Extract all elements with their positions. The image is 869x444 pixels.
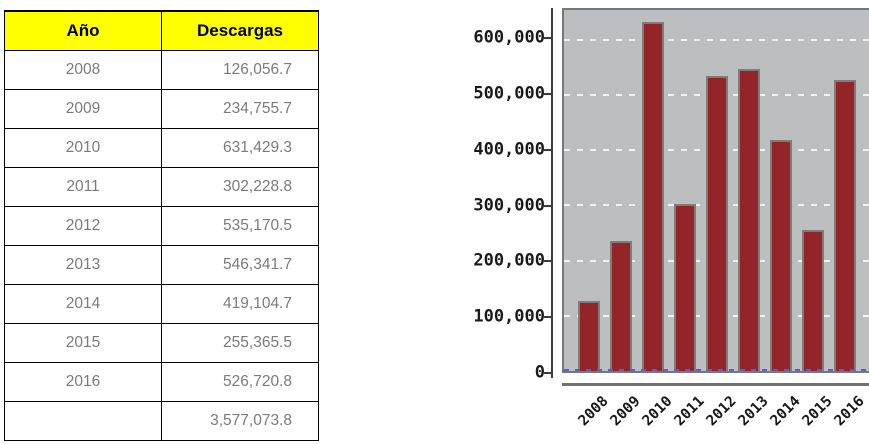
downloads-table: Año Descargas 2008 126,056.7 2009 234,755.7… <box>4 10 319 441</box>
bar <box>642 22 664 371</box>
gridline <box>564 38 869 41</box>
y-tick-label: 400,000 <box>473 139 545 160</box>
downloads-table-body: 2008 126,056.7 2009 234,755.7 2010 631,429.3 2… <box>4 50 319 441</box>
total-row: 3,577,073.8 <box>4 401 319 441</box>
downloads-cell: 3,577,073.8 <box>161 401 319 441</box>
x-axis-line <box>562 383 869 386</box>
year-cell <box>4 401 162 441</box>
bar <box>610 241 632 371</box>
y-tick <box>544 148 553 151</box>
bar <box>578 301 600 371</box>
table-row: 2010 631,429.3 <box>4 128 319 168</box>
table-row: 2008 126,056.7 <box>4 50 319 90</box>
y-tick <box>544 204 553 207</box>
y-tick-label: 500,000 <box>473 83 545 104</box>
downloads-cell: 546,341.7 <box>161 245 319 285</box>
table-row: 2015 255,365.5 <box>4 323 319 363</box>
table-row: 2012 535,170.5 <box>4 206 319 246</box>
plot-area <box>562 8 869 373</box>
y-tick <box>544 316 553 319</box>
y-tick-label: 100,000 <box>473 306 545 327</box>
zero-baseline <box>564 369 869 371</box>
year-cell: 2010 <box>4 128 162 168</box>
y-tick-label: 0 <box>534 362 545 383</box>
downloads-cell: 535,170.5 <box>161 206 319 246</box>
downloads-cell: 302,228.8 <box>161 167 319 207</box>
bar <box>834 80 856 371</box>
y-tick <box>544 372 553 374</box>
downloads-cell: 255,365.5 <box>161 323 319 363</box>
table-row: 2014 419,104.7 <box>4 284 319 324</box>
year-cell: 2015 <box>4 323 162 363</box>
table-row: 2013 546,341.7 <box>4 245 319 285</box>
bar <box>738 69 760 371</box>
downloads-cell: 631,429.3 <box>161 128 319 168</box>
bar <box>674 204 696 371</box>
y-tick <box>544 92 553 95</box>
y-axis-labels: 0 100,000 200,000 300,000 400,000 500,000 600,… <box>460 8 545 381</box>
bar <box>770 139 792 371</box>
downloads-cell: 419,104.7 <box>161 284 319 324</box>
year-cell: 2011 <box>4 167 162 207</box>
downloads-cell: 234,755.7 <box>161 89 319 129</box>
downloads-column-header: Descargas <box>161 10 319 51</box>
downloads-cell: 126,056.7 <box>161 50 319 90</box>
year-cell: 2013 <box>4 245 162 285</box>
table-row: 2009 234,755.7 <box>4 89 319 129</box>
downloads-cell: 526,720.8 <box>161 362 319 402</box>
downloads-bar-chart: 0 100,000 200,000 300,000 400,000 500,000 600,… <box>460 0 869 439</box>
y-tick <box>544 260 553 263</box>
header-row: Año Descargas <box>4 10 319 51</box>
table-row: 2011 302,228.8 <box>4 167 319 207</box>
bar <box>802 230 824 371</box>
y-tick <box>544 37 553 40</box>
year-cell: 2009 <box>4 89 162 129</box>
y-tick-label: 300,000 <box>473 195 545 216</box>
year-cell: 2012 <box>4 206 162 246</box>
y-tick-label: 200,000 <box>473 250 545 271</box>
x-axis-labels: 2008 2009 2010 2011 2012 2013 2014 2015 2016 <box>562 393 869 439</box>
year-cell: 2008 <box>4 50 162 90</box>
table-header: Año Descargas <box>4 10 319 51</box>
y-axis-ticks <box>544 8 553 374</box>
year-cell: 2016 <box>4 362 162 402</box>
y-tick-label: 600,000 <box>473 27 545 48</box>
year-column-header: Año <box>4 10 162 51</box>
bar <box>706 75 728 371</box>
y-axis-line <box>551 8 553 378</box>
year-cell: 2014 <box>4 284 162 324</box>
table-row: 2016 526,720.8 <box>4 362 319 402</box>
